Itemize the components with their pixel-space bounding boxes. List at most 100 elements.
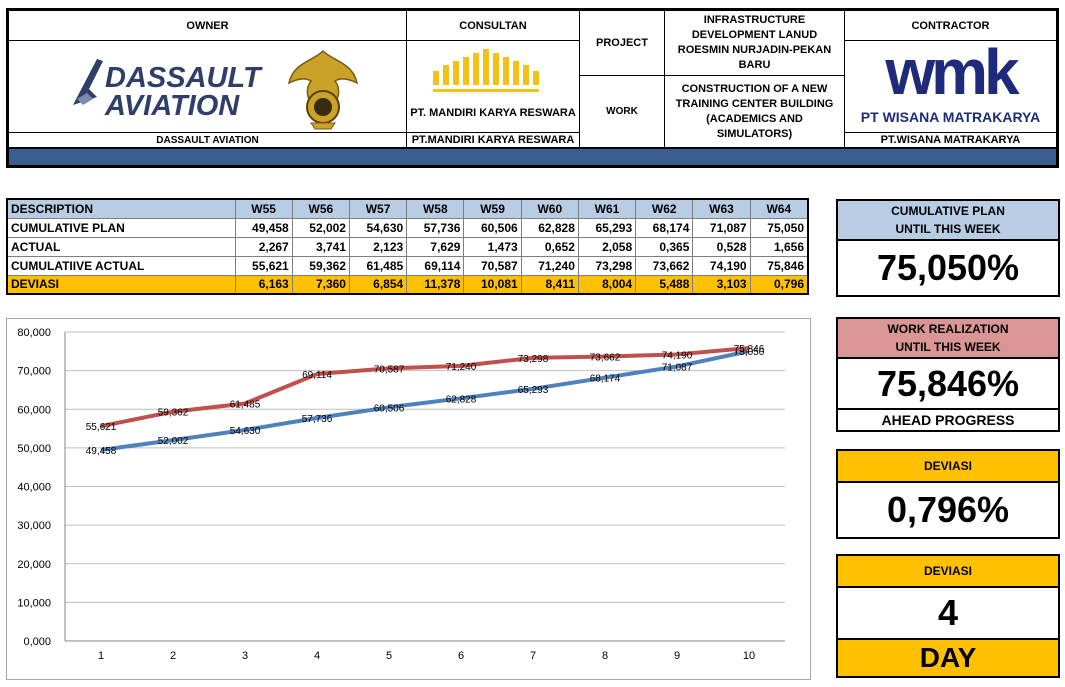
column-header: W64 [749,198,809,219]
x-tick-label: 2 [170,650,176,662]
contractor-label: CONTRACTOR [845,11,1056,41]
work-label: WORK [580,76,665,148]
realization-summary-title: WORK REALIZATION UNTIL THIS WEEK [836,317,1060,359]
table-cell: 75,050 [749,217,809,238]
contractor-logo-subtext: PT WISANA MATRAKARYA [860,109,1041,125]
table-header-row: DESCRIPTION W55 W56 W57 W58 W59 W60 W61 … [6,198,809,219]
y-tick-label: 20,000 [17,559,51,571]
deviasi-summary-box: DEVIASI 0,796% [836,449,1060,539]
y-tick-label: 10,000 [17,597,51,609]
data-label: 69,114 [302,370,332,381]
data-label: 75,050 [734,347,765,358]
project-header: OWNER DASSAULT AVIATION DASSAULT AVIATIO… [6,8,1059,168]
data-label: 62,828 [446,394,477,405]
data-label: 75,846 [734,344,765,355]
realization-summary-box: WORK REALIZATION UNTIL THIS WEEK 75,846%… [836,317,1060,432]
table-cell: 55,621 [234,255,293,276]
x-tick-label: 7 [530,650,536,662]
column-header: W60 [520,198,579,219]
deviasi-day-value: 4 [836,588,1060,640]
row-label: CUMULATIIVE ACTUAL [6,255,236,276]
table-row: ACTUAL 2,267 3,741 2,123 7,629 1,473 0,6… [6,236,809,257]
plan-title-line1: CUMULATIVE PLAN [891,204,1005,218]
data-label: 73,662 [590,352,621,363]
plan-title-line2: UNTIL THIS WEEK [895,222,1001,236]
table-cell: 70,587 [463,255,522,276]
table-cell: 0,365 [635,236,694,257]
table-cell: 49,458 [234,217,293,238]
header-accent-bar [9,148,1056,165]
row-label: CUMULATIVE PLAN [6,217,236,238]
dassault-logo-icon: DASSAULT AVIATION [73,59,263,122]
table-cell: 60,506 [463,217,522,238]
table-cell: 54,630 [348,217,408,238]
plan-summary-title: CUMULATIVE PLAN UNTIL THIS WEEK [836,199,1060,241]
svg-text:DASSAULT: DASSAULT [105,62,263,94]
table-row: CUMULATIIVE ACTUAL 55,621 59,362 61,485 … [6,255,809,276]
wmk-logo-icon: wmk [885,36,1019,108]
real-title-line1: WORK REALIZATION [887,322,1009,336]
owner-logo-area: DASSAULT AVIATION [9,41,407,133]
data-label: 49,458 [86,446,117,457]
table-cell: 3,103 [692,274,751,295]
x-tick-label: 6 [458,650,464,662]
y-tick-label: 0,000 [23,636,51,648]
data-label: 74,190 [662,350,693,361]
column-header: W58 [406,198,465,219]
y-tick-label: 30,000 [17,520,51,532]
column-header: W63 [692,198,751,219]
table-cell: 74,190 [692,255,751,276]
data-label: 61,485 [230,400,261,411]
mandiri-logo-icon [433,49,539,92]
x-tick-label: 10 [743,650,755,662]
table-cell: 8,411 [520,274,579,295]
table-cell: 3,741 [291,236,350,257]
data-label: 65,293 [518,385,549,396]
table-cell: 75,846 [749,255,809,276]
table-cell: 1,656 [749,236,809,257]
work-value: CONSTRUCTION OF A NEW TRAINING CENTER BU… [665,76,845,148]
row-label: ACTUAL [6,236,236,257]
table-cell: 8,004 [577,274,637,295]
table-cell: 6,854 [348,274,408,295]
deviasi-day-unit: DAY [836,640,1060,678]
table-cell: 71,087 [692,217,751,238]
data-label: 70,587 [374,364,405,375]
column-header: W57 [348,198,408,219]
table-cell: 1,473 [463,236,522,257]
table-cell: 10,081 [463,274,522,295]
progress-status-label: AHEAD PROGRESS [836,410,1060,432]
table-cell: 65,293 [577,217,637,238]
y-tick-label: 70,000 [17,366,51,378]
realization-summary-value: 75,846% [836,359,1060,410]
x-tick-label: 8 [602,650,608,662]
project-value: INFRASTRUCTURE DEVELOPMENT LANUD ROESMIN… [665,11,845,76]
y-tick-label: 60,000 [17,404,51,416]
table-cell: 2,267 [234,236,293,257]
row-label: DEVIASI [6,274,236,295]
table-cell: 7,629 [406,236,465,257]
data-label: 54,630 [230,426,261,437]
table-cell: 73,298 [577,255,637,276]
data-label: 68,174 [590,374,621,385]
plan-summary-value: 75,050% [836,241,1060,297]
column-header: DESCRIPTION [6,198,236,219]
table-cell: 2,123 [348,236,408,257]
table-cell: 0,528 [692,236,751,257]
consultant-logo-text: PT. MANDIRI KARYA RESWARA [410,107,576,119]
series-line-plan [100,349,750,452]
plan-summary-box: CUMULATIVE PLAN UNTIL THIS WEEK 75,050% [836,199,1060,297]
data-label: 59,362 [158,408,189,419]
consultant-name: PT.MANDIRI KARYA RESWARA [407,133,580,148]
column-header: W55 [234,198,293,219]
column-header: W59 [463,198,522,219]
table-cell: 69,114 [406,255,465,276]
table-row-deviasi: DEVIASI 6,163 7,360 6,854 11,378 10,081 … [6,274,809,295]
y-tick-label: 50,000 [17,443,51,455]
x-tick-label: 1 [98,650,104,662]
owner-name: DASSAULT AVIATION [9,133,407,148]
table-cell: 73,662 [635,255,694,276]
table-cell: 0,652 [520,236,579,257]
progress-chart: 0,000 10,000 20,000 30,000 40,000 50,000 60,00… [6,318,811,680]
table-cell: 57,736 [406,217,465,238]
